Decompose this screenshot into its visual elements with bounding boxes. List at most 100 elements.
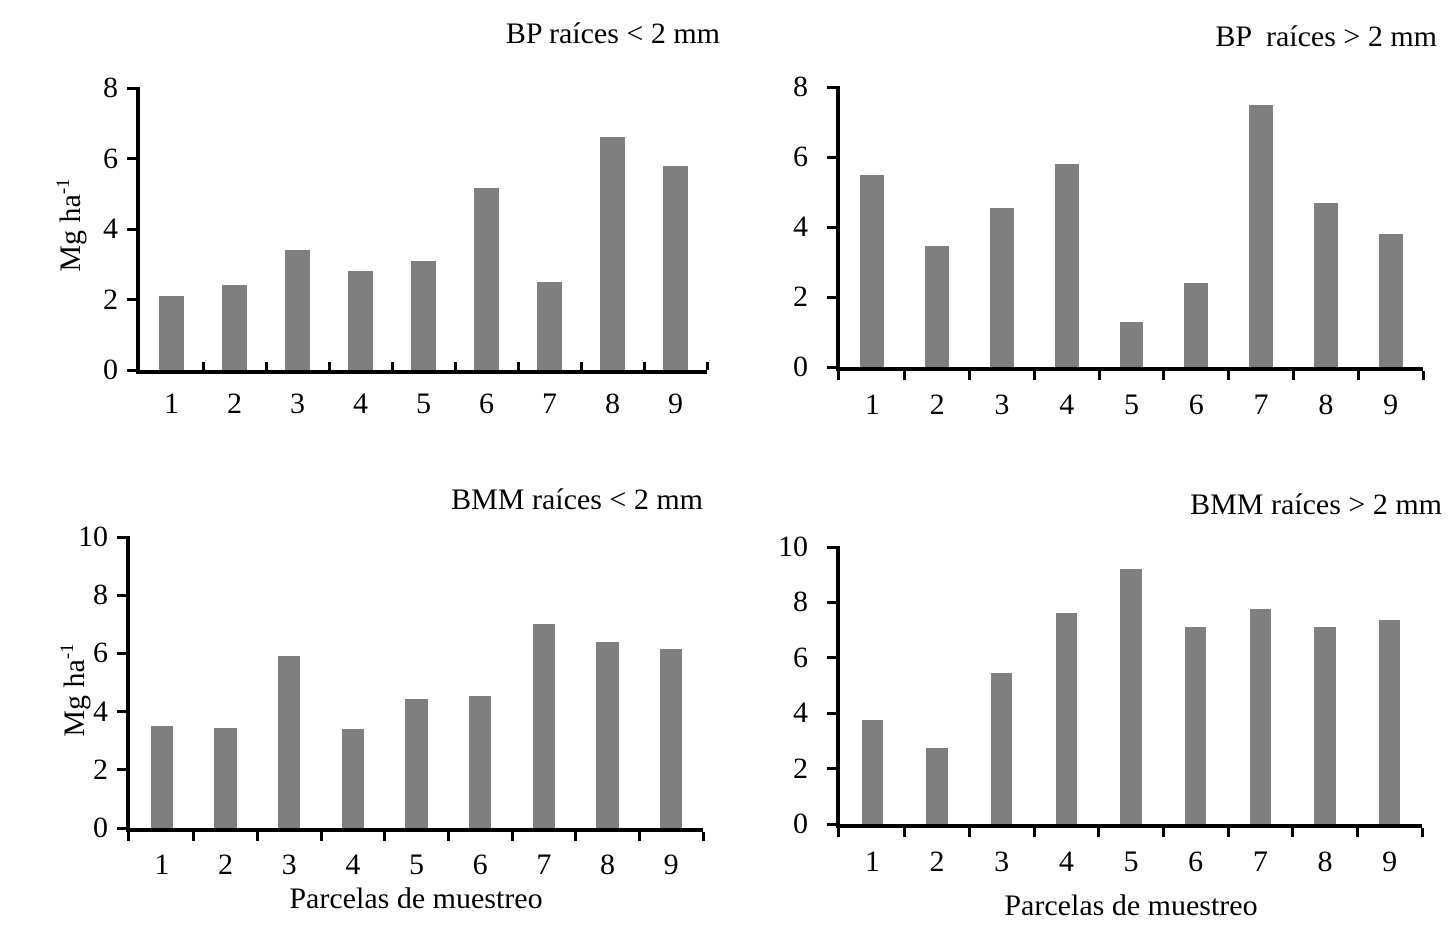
x-tick <box>136 362 140 370</box>
x-tick <box>836 828 840 837</box>
y-tick-label: 6 <box>793 640 808 674</box>
x-tick-label: 5 <box>416 387 431 420</box>
chart-title: BP raíces < 2 mm <box>505 17 720 50</box>
x-tick-label: 9 <box>663 848 679 881</box>
y-tick <box>827 155 836 159</box>
y-tick <box>827 600 836 604</box>
x-tick-label: 6 <box>1188 845 1204 878</box>
x-axis-label: Parcelas de muestreo <box>289 882 543 915</box>
y-tick <box>127 157 136 160</box>
y-tick <box>127 368 136 372</box>
x-tick-label: 5 <box>408 848 424 881</box>
x-tick <box>390 362 394 370</box>
x-tick-label: 2 <box>929 845 945 878</box>
x-tick-label: 9 <box>668 387 683 420</box>
x-tick-label: 8 <box>1318 388 1334 421</box>
bar <box>150 726 173 828</box>
bar <box>1119 321 1144 367</box>
bar <box>410 260 437 370</box>
y-axis-line <box>836 546 840 828</box>
x-tick <box>705 362 709 370</box>
bar <box>214 727 237 828</box>
y-tick <box>827 656 836 660</box>
y-tick <box>117 826 126 830</box>
bar <box>341 729 364 828</box>
bar <box>473 188 500 370</box>
y-tick-label: 2 <box>103 282 118 316</box>
y-tick-label: 2 <box>93 752 108 786</box>
x-tick-label: 6 <box>472 848 488 881</box>
x-tick-label: 3 <box>281 848 297 881</box>
x-tick-label: 8 <box>605 387 620 420</box>
y-tick <box>827 225 836 229</box>
x-tick <box>1420 828 1424 837</box>
x-tick <box>579 362 583 370</box>
x-tick <box>642 362 646 370</box>
y-axis-line <box>136 87 140 374</box>
bar <box>1314 627 1336 824</box>
x-tick-label: 3 <box>994 845 1010 878</box>
x-tick-label: 6 <box>1188 388 1204 421</box>
x-tick-label: 4 <box>353 387 368 420</box>
bar <box>347 271 374 370</box>
y-tick <box>117 768 126 772</box>
x-tick-label: 7 <box>542 387 557 420</box>
bar <box>596 641 619 828</box>
bar <box>599 137 626 370</box>
x-tick <box>327 362 331 370</box>
x-tick <box>446 832 450 841</box>
x-tick-label: 5 <box>1123 388 1139 421</box>
bar <box>158 295 185 370</box>
y-tick <box>127 86 136 90</box>
y-tick-label: 2 <box>793 751 808 785</box>
x-tick <box>1421 371 1425 380</box>
y-tick <box>117 651 126 655</box>
bar <box>860 174 885 367</box>
x-tick <box>516 362 520 370</box>
x-tick <box>701 832 705 841</box>
x-tick <box>1227 371 1231 380</box>
x-tick <box>383 832 387 841</box>
x-tick-label: 1 <box>864 845 880 878</box>
x-tick-label: 7 <box>1253 388 1269 421</box>
x-tick <box>1355 828 1359 837</box>
y-tick-label: 0 <box>93 811 108 844</box>
y-tick <box>117 710 126 714</box>
x-tick-label: 2 <box>217 848 233 881</box>
y-tick-label: 8 <box>93 578 108 612</box>
bar <box>1184 627 1207 824</box>
x-axis-label: Parcelas de muestreo <box>1004 889 1258 922</box>
y-tick-label: 8 <box>793 585 808 619</box>
y-tick-label: 6 <box>103 141 118 175</box>
x-tick <box>903 828 907 837</box>
x-tick-label: 4 <box>1059 388 1075 421</box>
y-tick-label: 6 <box>793 140 808 173</box>
x-tick <box>255 832 259 841</box>
x-tick-label: 9 <box>1383 388 1399 421</box>
y-axis-line <box>126 536 130 832</box>
y-tick <box>127 227 136 231</box>
x-tick <box>1032 828 1036 837</box>
x-tick <box>968 371 972 380</box>
y-tick-label: 10 <box>78 520 108 553</box>
y-tick <box>827 365 836 369</box>
y-tick-label: 6 <box>93 636 108 670</box>
y-tick <box>827 85 836 89</box>
x-axis-line <box>126 828 703 832</box>
x-tick <box>903 371 907 380</box>
x-tick <box>1162 371 1166 380</box>
y-axis-line <box>836 86 840 371</box>
y-tick <box>827 711 836 715</box>
y-tick-label: 4 <box>793 696 808 730</box>
bar <box>532 624 555 828</box>
bar <box>1378 234 1403 367</box>
x-tick <box>126 832 130 841</box>
bar <box>662 165 689 370</box>
plot-area: 0 2 4 6 8 10 1 2 3 4 5 6 7 8 9 <box>778 531 1424 878</box>
bar <box>926 747 948 824</box>
x-tick-label: 2 <box>227 387 242 420</box>
x-tick-label: 3 <box>290 387 305 420</box>
